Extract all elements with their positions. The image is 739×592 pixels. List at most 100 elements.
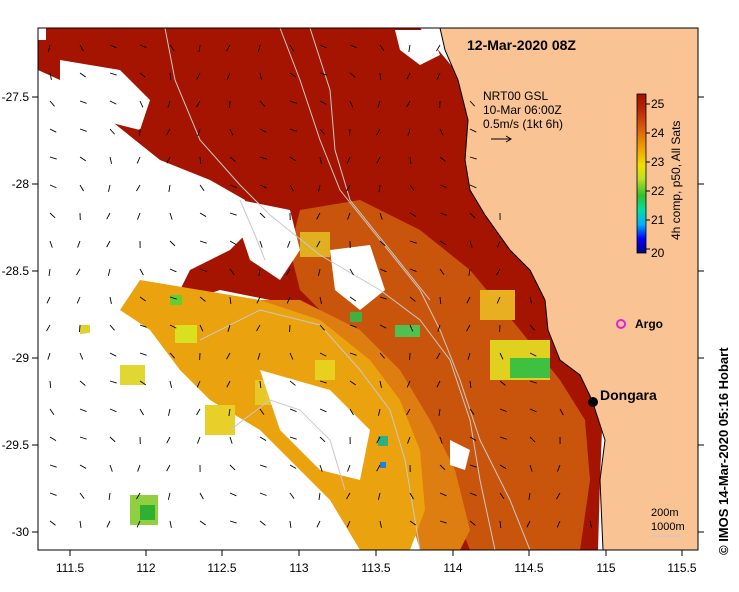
current-vector	[106, 240, 111, 248]
current-vector	[347, 464, 351, 472]
x-tick-label: 114.5	[514, 561, 543, 575]
current-vector	[376, 464, 381, 472]
current-vector	[377, 100, 381, 108]
current-vector	[317, 268, 321, 276]
x-tick-label: 112	[136, 561, 155, 575]
isobath-legend: 200m 1000m	[651, 507, 685, 537]
current-vector	[197, 128, 201, 136]
current-vector	[529, 380, 537, 384]
current-vector	[406, 380, 411, 388]
current-legend: NRT00 GSL 10-Mar 06:00Z 0.5m/s (1kt 6h)	[483, 89, 563, 143]
current-vector	[289, 492, 295, 499]
current-vector	[467, 352, 471, 360]
current-vector	[557, 464, 561, 472]
current-vector	[79, 408, 87, 412]
current-vector	[346, 156, 351, 164]
current-vector	[139, 44, 147, 48]
current-vector	[169, 268, 177, 273]
current-vector	[168, 184, 171, 192]
current-vector	[406, 72, 411, 80]
colorbar-tick: 22	[651, 184, 665, 198]
current-vector	[469, 436, 477, 441]
current-vector	[199, 268, 207, 272]
current-vector	[439, 128, 444, 136]
current-vector	[109, 296, 112, 304]
current-vector	[46, 324, 51, 332]
current-vector	[166, 436, 171, 444]
current-vector	[289, 44, 294, 52]
current-vector	[169, 380, 173, 388]
current-vector	[349, 296, 357, 302]
current-vector	[349, 44, 357, 48]
current-vector	[166, 156, 171, 164]
current-vector	[109, 352, 117, 357]
current-vector	[469, 240, 473, 248]
current-vector	[317, 184, 321, 192]
current-vector	[409, 520, 417, 526]
current-vector	[319, 100, 327, 105]
colorbar-label: 4h comp, p50, All Sats	[669, 121, 683, 240]
x-tick-label: 113	[289, 561, 308, 575]
colorbar: 25 24 23 22 21 20 4h comp, p50, All Sats	[636, 93, 683, 260]
current-vector	[496, 296, 501, 304]
current-vector	[379, 324, 387, 329]
current-vector	[109, 380, 117, 384]
current-vector	[49, 212, 56, 219]
current-vector	[259, 212, 266, 219]
current-vector	[529, 324, 535, 331]
current-vector	[439, 156, 446, 162]
current-vector	[259, 436, 267, 441]
current-vector	[379, 268, 387, 273]
argo-float[interactable]: Argo	[616, 317, 663, 331]
current-vector	[229, 212, 237, 216]
current-vector	[109, 100, 117, 105]
current-vector	[199, 520, 206, 526]
current-vectors	[46, 44, 593, 529]
current-vector	[409, 324, 414, 332]
current-vector	[436, 352, 441, 360]
current-vector	[229, 520, 237, 524]
current-vector	[47, 352, 51, 360]
current-vector	[529, 436, 536, 443]
current-vector	[469, 492, 477, 496]
current-vector	[79, 156, 87, 162]
current-vector	[319, 352, 327, 357]
current-vector	[259, 156, 267, 160]
current-vector	[139, 324, 147, 328]
current-vector	[347, 212, 351, 220]
current-vector	[198, 44, 201, 52]
current-vector	[139, 72, 146, 78]
current-vector	[318, 492, 321, 500]
current-vector	[78, 324, 81, 333]
current-vector	[169, 296, 177, 300]
current-vector	[196, 72, 201, 80]
current-vector	[229, 156, 236, 162]
current-vector	[79, 464, 87, 469]
current-vector	[79, 352, 84, 360]
current-vector	[79, 100, 87, 104]
current-vector	[409, 268, 417, 272]
current-vector	[469, 408, 475, 415]
argo-marker-icon[interactable]	[616, 319, 626, 329]
current-vector	[316, 240, 321, 248]
current-vector	[289, 184, 294, 192]
current-vector	[109, 408, 117, 413]
town-marker-icon[interactable]	[588, 397, 598, 407]
current-vector	[259, 464, 267, 468]
coastline	[439, 28, 606, 550]
place-dongara[interactable]: Dongara	[588, 387, 657, 407]
current-vector	[259, 408, 265, 415]
current-vector	[139, 100, 144, 108]
current-vector	[379, 72, 382, 81]
current-vector	[286, 296, 291, 304]
current-vector	[439, 268, 445, 275]
current-vector	[349, 380, 357, 386]
current-vector	[499, 436, 507, 440]
current-vector	[556, 492, 561, 500]
current-vector	[76, 296, 81, 304]
current-vector	[319, 156, 322, 164]
current-vector	[556, 520, 561, 528]
current-vector	[49, 72, 52, 80]
current-vector	[229, 240, 237, 245]
current-vector	[49, 184, 57, 189]
